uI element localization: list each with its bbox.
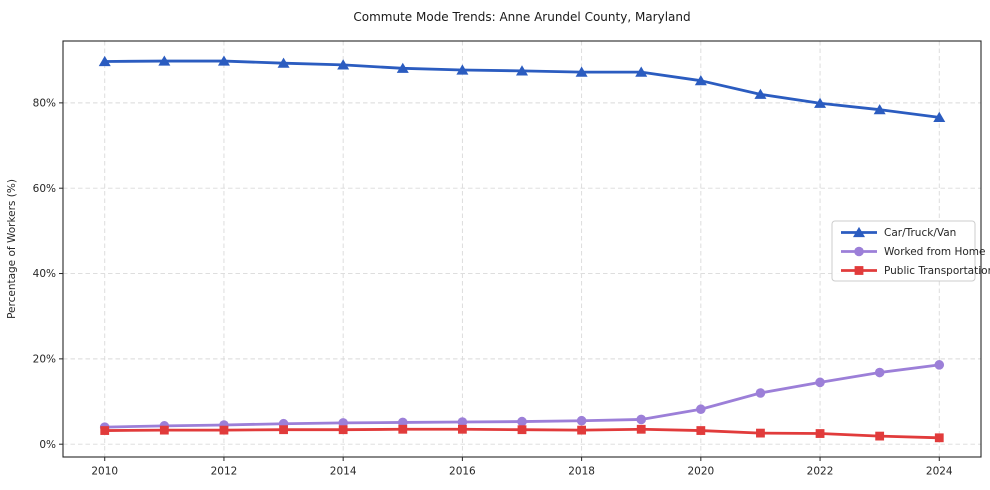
- data-point-square-public-transportation: [517, 425, 527, 435]
- x-tick-label: 2022: [807, 466, 834, 478]
- data-point-circle-worked-from-home: [874, 367, 885, 378]
- y-tick-label: 20%: [33, 354, 56, 366]
- data-point-square-public-transportation: [338, 425, 348, 435]
- y-tick-label: 0%: [39, 439, 56, 451]
- data-point-triangle-car-truck-van: [694, 75, 707, 86]
- data-point-triangle-car-truck-van: [754, 88, 767, 99]
- x-tick-label: 2010: [91, 466, 118, 478]
- data-point-triangle-car-truck-van: [516, 65, 528, 76]
- x-tick-label: 2012: [211, 466, 238, 478]
- data-point-triangle-car-truck-van: [575, 66, 588, 77]
- data-point-triangle-car-truck-van: [158, 55, 171, 66]
- data-point-triangle-car-truck-van: [933, 111, 946, 122]
- legend-marker-circle: [854, 246, 864, 257]
- data-point-triangle-car-truck-van: [98, 55, 111, 67]
- data-point-triangle-car-truck-van: [396, 62, 409, 73]
- y-tick-label: 60%: [33, 183, 56, 195]
- x-tick-label: 2024: [926, 466, 953, 478]
- data-point-circle-worked-from-home: [755, 388, 766, 398]
- data-point-square-public-transportation: [100, 426, 110, 435]
- data-point-triangle-car-truck-van: [814, 97, 827, 108]
- legend-box: [831, 220, 976, 282]
- data-point-triangle-car-truck-van: [337, 59, 350, 70]
- data-point-triangle-car-truck-van: [277, 57, 290, 68]
- data-point-circle-worked-from-home: [636, 414, 647, 425]
- plot-area: [63, 41, 981, 457]
- data-point-triangle-car-truck-van: [217, 55, 230, 66]
- legend-label-car-truck-van: Car/Truck/Van: [884, 227, 956, 239]
- data-point-square-public-transportation: [875, 431, 885, 441]
- data-point-square-public-transportation: [756, 428, 765, 438]
- plot-border: [62, 40, 982, 458]
- data-point-triangle-car-truck-van: [635, 66, 648, 77]
- legend-label-worked-from-home: Worked from Home: [884, 246, 985, 258]
- legend-marker-triangle: [853, 226, 865, 238]
- y-tick-label: 40%: [33, 268, 56, 280]
- data-point-circle-worked-from-home: [517, 416, 527, 427]
- data-point-circle-worked-from-home: [397, 417, 408, 428]
- data-point-circle-worked-from-home: [696, 404, 706, 415]
- x-tick-label: 2018: [568, 466, 595, 478]
- data-point-square-public-transportation: [398, 424, 408, 434]
- data-point-square-public-transportation: [815, 429, 825, 438]
- legend-label-public-transportation: Public Transportation: [884, 265, 990, 277]
- data-point-square-public-transportation: [934, 433, 944, 443]
- data-point-square-public-transportation: [577, 425, 587, 435]
- data-point-circle-worked-from-home: [815, 377, 825, 388]
- data-point-square-public-transportation: [279, 425, 288, 435]
- x-tick-label: 2014: [330, 466, 357, 478]
- data-point-circle-worked-from-home: [457, 417, 468, 427]
- y-tick-label: 80%: [33, 98, 56, 110]
- x-tick-label: 2016: [449, 466, 476, 478]
- legend-marker-square: [854, 266, 864, 275]
- data-point-circle-worked-from-home: [338, 418, 348, 428]
- data-point-square-public-transportation: [636, 424, 646, 434]
- x-tick-label: 2020: [687, 466, 714, 478]
- data-point-triangle-car-truck-van: [456, 64, 469, 75]
- data-point-square-public-transportation: [457, 424, 467, 434]
- data-point-circle-worked-from-home: [576, 415, 587, 426]
- data-point-square-public-transportation: [159, 425, 169, 435]
- chart-title: Commute Mode Trends: Anne Arundel County…: [353, 10, 691, 24]
- data-point-square-public-transportation: [696, 426, 706, 435]
- data-point-circle-worked-from-home: [934, 360, 945, 370]
- data-point-square-public-transportation: [219, 425, 229, 435]
- data-point-triangle-car-truck-van: [873, 104, 886, 115]
- y-axis-label: Percentage of Workers (%): [6, 179, 18, 319]
